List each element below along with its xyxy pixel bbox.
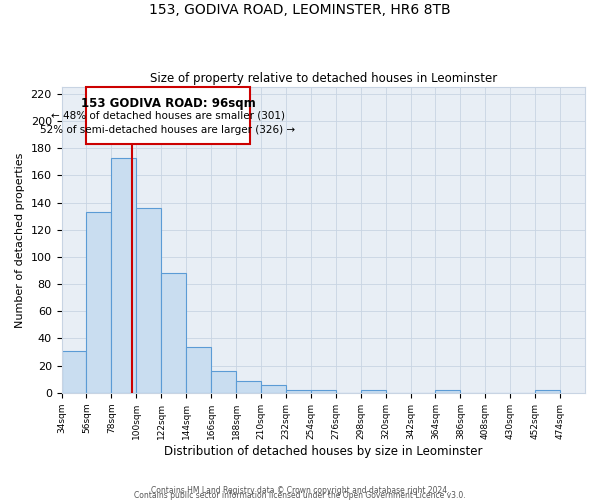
Bar — [186, 346, 211, 393]
Bar — [62, 350, 86, 393]
Text: 52% of semi-detached houses are larger (326) →: 52% of semi-detached houses are larger (… — [40, 125, 296, 135]
X-axis label: Distribution of detached houses by size in Leominster: Distribution of detached houses by size … — [164, 444, 482, 458]
Bar — [236, 380, 261, 393]
Title: Size of property relative to detached houses in Leominster: Size of property relative to detached ho… — [149, 72, 497, 85]
Bar — [86, 212, 112, 393]
Bar — [535, 390, 560, 393]
Bar — [436, 390, 460, 393]
Bar — [211, 371, 236, 393]
Bar — [261, 384, 286, 393]
FancyBboxPatch shape — [86, 87, 250, 144]
Bar — [361, 390, 386, 393]
Text: Contains public sector information licensed under the Open Government Licence v3: Contains public sector information licen… — [134, 490, 466, 500]
Text: 153 GODIVA ROAD: 96sqm: 153 GODIVA ROAD: 96sqm — [80, 96, 256, 110]
Bar — [311, 390, 336, 393]
Bar — [112, 158, 136, 393]
Bar — [286, 390, 311, 393]
Y-axis label: Number of detached properties: Number of detached properties — [15, 152, 25, 328]
Text: ← 48% of detached houses are smaller (301): ← 48% of detached houses are smaller (30… — [51, 110, 285, 120]
Bar — [161, 273, 186, 393]
Text: Contains HM Land Registry data © Crown copyright and database right 2024.: Contains HM Land Registry data © Crown c… — [151, 486, 449, 495]
Bar — [136, 208, 161, 393]
Text: 153, GODIVA ROAD, LEOMINSTER, HR6 8TB: 153, GODIVA ROAD, LEOMINSTER, HR6 8TB — [149, 2, 451, 16]
